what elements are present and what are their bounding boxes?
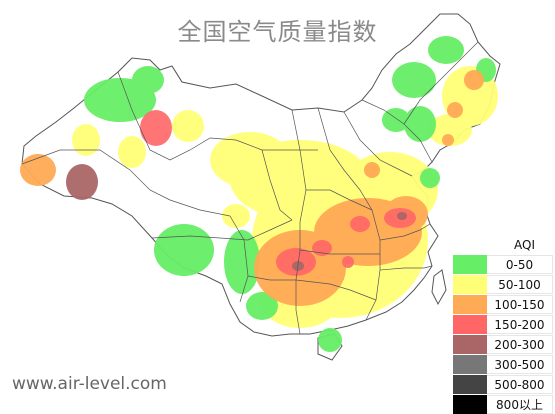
legend-item: 0-50 — [453, 254, 553, 274]
legend-item: 200-300 — [453, 334, 553, 354]
legend-swatch — [453, 355, 487, 374]
legend-item: 50-100 — [453, 274, 553, 294]
legend-label: 150-200 — [487, 315, 553, 334]
aqi-legend: AQI 0-50 50-100 100-150 150-200 200-300 … — [453, 236, 553, 414]
legend-swatch — [453, 295, 487, 314]
good-regions — [84, 36, 496, 352]
legend-label: 200-300 — [487, 335, 553, 354]
legend-swatch — [453, 315, 487, 334]
legend-swatch — [453, 255, 487, 274]
legend-label: 100-150 — [487, 295, 553, 314]
province-borders — [21, 41, 479, 335]
legend-label: 300-500 — [487, 355, 553, 374]
legend-label: 800以上 — [487, 395, 553, 414]
china-aqi-map — [20, 13, 501, 361]
legend-label: 500-800 — [487, 375, 553, 394]
watermark: www.air-level.com — [12, 374, 167, 394]
legend-swatch — [453, 375, 487, 394]
taiwan-island — [431, 269, 447, 306]
legend-swatch — [453, 275, 487, 294]
legend-swatch — [453, 395, 487, 414]
legend-swatch — [453, 335, 487, 354]
legend-title: AQI — [514, 238, 535, 252]
aqi-overlay — [20, 36, 498, 352]
legend-item: 100-150 — [453, 294, 553, 314]
legend-item: 300-500 — [453, 354, 553, 374]
legend-item: 500-800 — [453, 374, 553, 394]
legend-label: 0-50 — [487, 255, 553, 274]
legend-item: 800以上 — [453, 394, 553, 414]
map-title: 全国空气质量指数 — [177, 18, 378, 46]
legend-item: 150-200 — [453, 314, 553, 334]
legend-label: 50-100 — [487, 275, 553, 294]
